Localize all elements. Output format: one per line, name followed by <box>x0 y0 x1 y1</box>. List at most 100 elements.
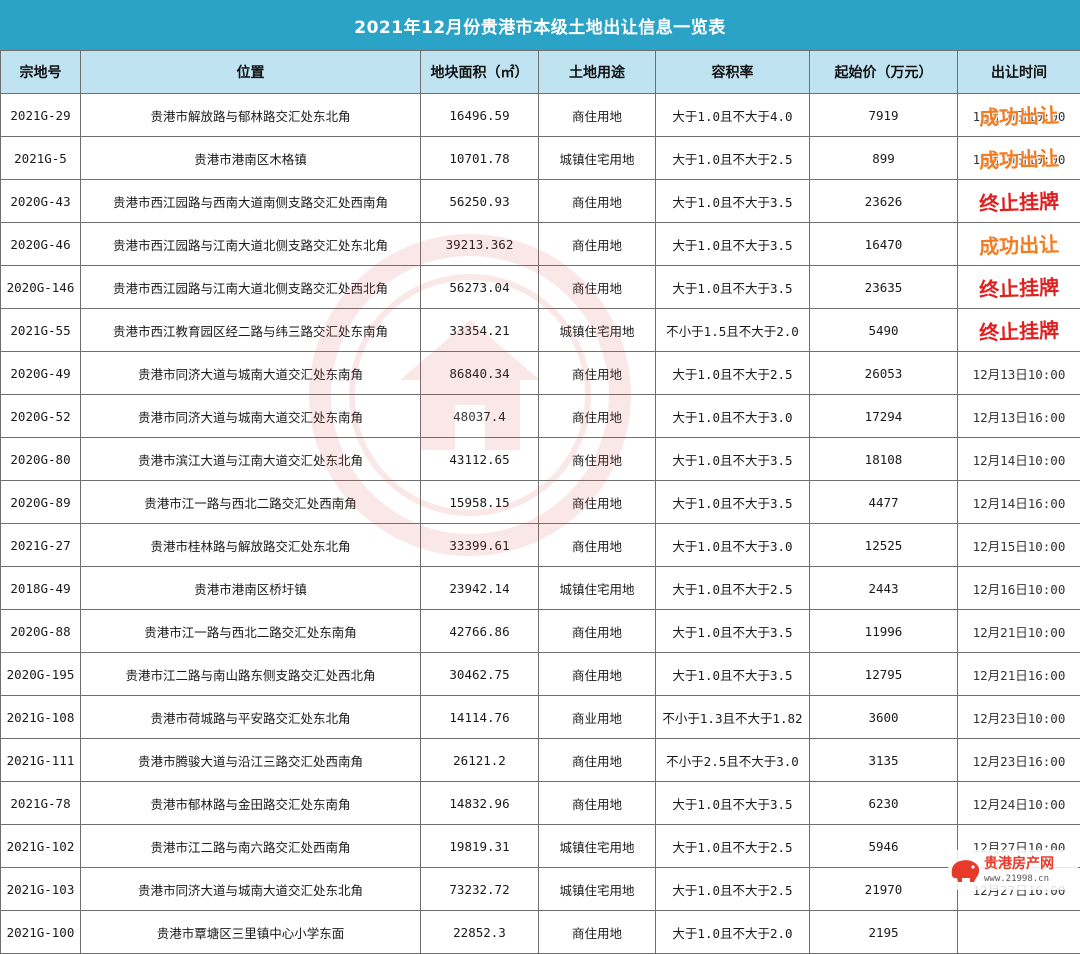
cell-transfer-time: 终止挂牌 <box>958 309 1080 352</box>
cell-plot-ratio: 大于1.0且不大于3.0 <box>656 524 810 567</box>
cell-area: 26121.2 <box>421 739 539 782</box>
cell-starting-price: 899 <box>810 137 958 180</box>
cell-land-use: 城镇住宅用地 <box>539 868 656 911</box>
cell-land-use: 城镇住宅用地 <box>539 137 656 180</box>
transfer-time-text: 12月14日10:00 <box>973 453 1066 468</box>
cell-area: 33354.21 <box>421 309 539 352</box>
cell-location: 贵港市桂林路与解放路交汇处东北角 <box>81 524 421 567</box>
header-land-use: 土地用途 <box>539 51 656 94</box>
cell-starting-price: 7919 <box>810 94 958 137</box>
cell-parcel-id: 2020G-88 <box>1 610 81 653</box>
cell-parcel-id: 2021G-108 <box>1 696 81 739</box>
cell-land-use: 商住用地 <box>539 782 656 825</box>
cell-transfer-time: 12月24日10:00 <box>958 782 1080 825</box>
cell-starting-price: 6230 <box>810 782 958 825</box>
cell-area: 33399.61 <box>421 524 539 567</box>
cell-starting-price: 11996 <box>810 610 958 653</box>
cell-area: 39213.362 <box>421 223 539 266</box>
cell-land-use: 商住用地 <box>539 610 656 653</box>
brand-watermark: 贵港房产网 www.21998.cn <box>948 850 1078 890</box>
header-transfer-time: 出让时间 <box>958 51 1080 94</box>
cell-parcel-id: 2021G-102 <box>1 825 81 868</box>
cell-transfer-time: 12月16日10:00 <box>958 567 1080 610</box>
cell-land-use: 城镇住宅用地 <box>539 567 656 610</box>
cell-transfer-time: 12月15日10:00 <box>958 524 1080 567</box>
cell-plot-ratio: 大于1.0且不大于3.5 <box>656 481 810 524</box>
cell-transfer-time: 12月13日16:00 <box>958 395 1080 438</box>
cell-land-use: 商住用地 <box>539 395 656 438</box>
cell-plot-ratio: 不小于1.3且不大于1.82 <box>656 696 810 739</box>
transfer-time-text: 12月23日10:00 <box>973 711 1066 726</box>
cell-area: 19819.31 <box>421 825 539 868</box>
cell-area: 22852.3 <box>421 911 539 954</box>
status-stamp: 终止挂牌 <box>979 271 1060 303</box>
cell-starting-price: 17294 <box>810 395 958 438</box>
cell-starting-price: 5946 <box>810 825 958 868</box>
cell-starting-price: 26053 <box>810 352 958 395</box>
transfer-time-text: 12月16日10:00 <box>973 582 1066 597</box>
cell-land-use: 商住用地 <box>539 739 656 782</box>
cell-transfer-time: 12月13日10:00 <box>958 352 1080 395</box>
cell-parcel-id: 2021G-103 <box>1 868 81 911</box>
cell-location: 贵港市滨江大道与江南大道交汇处东北角 <box>81 438 421 481</box>
cell-area: 86840.34 <box>421 352 539 395</box>
cell-land-use: 城镇住宅用地 <box>539 825 656 868</box>
cell-land-use: 商住用地 <box>539 94 656 137</box>
cell-land-use: 商住用地 <box>539 481 656 524</box>
cell-area: 48037.4 <box>421 395 539 438</box>
cell-location: 贵港市同济大道与城南大道交汇处东南角 <box>81 395 421 438</box>
cell-parcel-id: 2020G-80 <box>1 438 81 481</box>
header-starting-price: 起始价（万元） <box>810 51 958 94</box>
cell-plot-ratio: 大于1.0且不大于2.5 <box>656 137 810 180</box>
cell-land-use: 商住用地 <box>539 223 656 266</box>
cell-starting-price: 3600 <box>810 696 958 739</box>
cell-parcel-id: 2021G-55 <box>1 309 81 352</box>
transfer-time-text: 12月15日10:00 <box>973 539 1066 554</box>
transfer-time-text: 12月23日16:00 <box>973 754 1066 769</box>
cell-area: 56273.04 <box>421 266 539 309</box>
cell-location: 贵港市郁林路与金田路交汇处东南角 <box>81 782 421 825</box>
cell-parcel-id: 2020G-52 <box>1 395 81 438</box>
cell-parcel-id: 2020G-49 <box>1 352 81 395</box>
cell-starting-price: 16470 <box>810 223 958 266</box>
transfer-time-text: 12月14日16:00 <box>973 496 1066 511</box>
cell-location: 贵港市覃塘区三里镇中心小学东面 <box>81 911 421 954</box>
transfer-time-text: 12月21日16:00 <box>973 668 1066 683</box>
cell-transfer-time: 12月14日16:00 <box>958 481 1080 524</box>
cell-starting-price: 2195 <box>810 911 958 954</box>
cell-plot-ratio: 不小于1.5且不大于2.0 <box>656 309 810 352</box>
cell-plot-ratio: 大于1.0且不大于2.5 <box>656 825 810 868</box>
cell-plot-ratio: 大于1.0且不大于3.5 <box>656 653 810 696</box>
status-stamp: 成功出让 <box>979 228 1060 260</box>
cell-location: 贵港市同济大道与城南大道交汇处东南角 <box>81 352 421 395</box>
cell-plot-ratio: 大于1.0且不大于2.5 <box>656 352 810 395</box>
cell-location: 贵港市荷城路与平安路交汇处东北角 <box>81 696 421 739</box>
cell-parcel-id: 2020G-89 <box>1 481 81 524</box>
cell-plot-ratio: 大于1.0且不大于3.0 <box>656 395 810 438</box>
cell-location: 贵港市港南区桥圩镇 <box>81 567 421 610</box>
cell-parcel-id: 2021G-100 <box>1 911 81 954</box>
status-stamp: 终止挂牌 <box>979 314 1060 346</box>
cell-area: 10701.78 <box>421 137 539 180</box>
cell-area: 16496.59 <box>421 94 539 137</box>
cell-transfer-time <box>958 911 1080 954</box>
header-row: 宗地号 位置 地块面积（㎡） 土地用途 容积率 起始价（万元） 出让时间 <box>1 51 1080 94</box>
cell-land-use: 商住用地 <box>539 653 656 696</box>
cell-parcel-id: 2018G-49 <box>1 567 81 610</box>
cell-land-use: 城镇住宅用地 <box>539 309 656 352</box>
cell-plot-ratio: 大于1.0且不大于3.5 <box>656 180 810 223</box>
cell-location: 贵港市港南区木格镇 <box>81 137 421 180</box>
cell-plot-ratio: 大于1.0且不大于2.0 <box>656 911 810 954</box>
brand-name: 贵港房产网 <box>984 853 1054 873</box>
